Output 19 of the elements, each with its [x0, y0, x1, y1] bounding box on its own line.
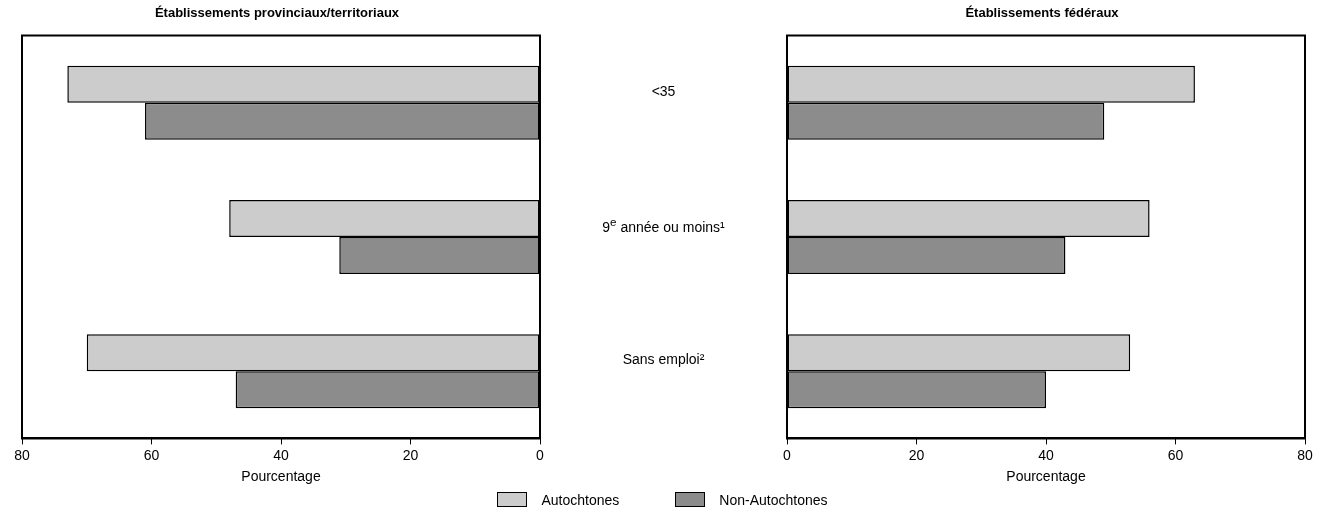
- x-tick-label: 40: [273, 446, 289, 463]
- x-tick-label: 0: [536, 446, 545, 463]
- chart-title: Établissements provinciaux/territoriaux: [154, 5, 400, 21]
- x-tick-label: 60: [143, 446, 160, 463]
- y-tick-label: 9$^{e}$ année ou moins¹: [602, 215, 725, 235]
- x-tick-label: 20: [402, 446, 419, 463]
- x-tick-label: 0: [783, 446, 792, 463]
- legend-label: Non-Autochtones: [719, 492, 828, 508]
- x-tick-label: 40: [1038, 446, 1054, 463]
- x-tick-label: 80: [1297, 446, 1313, 463]
- chart-title: Établissements fédéraux: [965, 5, 1120, 21]
- x-tick-label: 60: [1167, 446, 1184, 463]
- x-axis-title: Pourcentage: [241, 468, 321, 485]
- y-tick-label: Sans emploi²: [622, 351, 705, 368]
- x-tick-label: 20: [908, 446, 925, 463]
- x-axis-title: Pourcentage: [1006, 468, 1086, 485]
- x-tick-label: 80: [14, 446, 30, 463]
- legend-label: Autochtones: [541, 492, 620, 508]
- y-tick-label: <35: [651, 82, 676, 99]
